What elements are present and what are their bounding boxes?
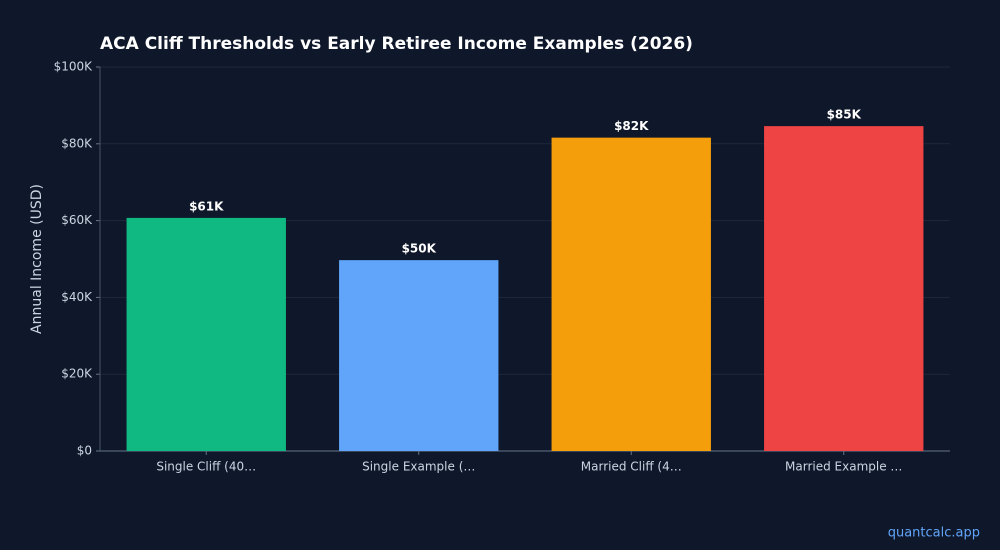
data-label: $82K	[614, 119, 649, 133]
x-tick-label: Single Example (…	[362, 460, 475, 474]
data-label: $61K	[189, 199, 224, 213]
bar	[764, 126, 924, 452]
bar	[339, 260, 499, 451]
y-tick-label: $60K	[61, 213, 93, 227]
y-tick-label: $100K	[54, 60, 94, 74]
x-tick-label: Married Cliff (4…	[581, 460, 682, 474]
data-label: $50K	[402, 242, 437, 256]
data-label: $85K	[827, 108, 862, 122]
bar	[551, 137, 711, 451]
x-tick-label: Single Cliff (40…	[156, 460, 256, 474]
watermark: quantcalc.app	[888, 526, 980, 541]
y-axis-label: Annual Income (USD)	[29, 184, 45, 334]
y-tick-label: $40K	[61, 290, 93, 304]
y-tick-label: $20K	[61, 367, 93, 381]
chart-title: ACA Cliff Thresholds vs Early Retiree In…	[100, 34, 693, 54]
y-tick-label: $0	[77, 444, 92, 458]
x-tick-label: Married Example …	[785, 460, 902, 474]
y-tick-label: $80K	[61, 136, 93, 150]
bar	[126, 217, 286, 451]
